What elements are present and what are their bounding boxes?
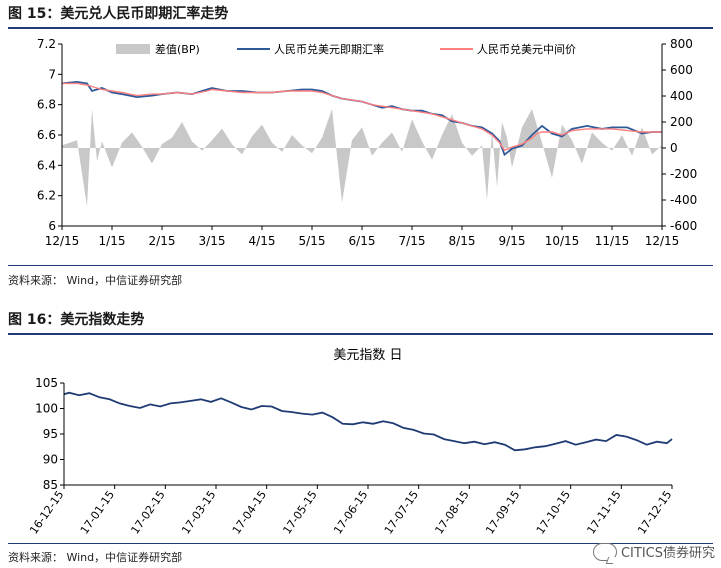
x-tick-label: 7/15 [399, 234, 426, 248]
wechat-icon [592, 542, 617, 561]
x-tick-label: 17-07-15 [382, 488, 421, 536]
x-tick-label: 12/15 [45, 234, 80, 248]
watermark-text: CITICS债券研究 [620, 546, 715, 561]
left-tick-label: 6.2 [37, 189, 56, 203]
x-tick-label: 17-10-15 [534, 488, 573, 536]
right-tick-label: 800 [670, 37, 693, 51]
x-tick-label: 17-03-15 [179, 488, 218, 536]
right-tick-label: -600 [670, 219, 697, 233]
exchange-rate-chart: 6 6.2 6.4 6.6 6.8 7 7.2 -600 -400 -200 0 200 400 600 8… [37, 37, 697, 248]
x-tick-label: 17-09-15 [483, 488, 522, 536]
y-tick-label: 95 [43, 427, 58, 441]
chart-title: 美元指数 日 [333, 348, 402, 363]
left-tick-label: 6.8 [37, 98, 56, 112]
left-tick-label: 6.6 [37, 128, 56, 142]
x-tick-label: 8/15 [449, 234, 476, 248]
left-tick-label: 7.2 [37, 37, 56, 51]
x-tick-label: 17-12-15 [635, 488, 674, 536]
x-tick-label: 17-01-15 [78, 488, 117, 536]
x-tick-label: 4/15 [249, 234, 276, 248]
x-tick-label: 9/15 [499, 234, 526, 248]
legend-mid-label: 人民币兑美元中间价 [477, 42, 576, 56]
dollar-index-chart: 美元指数 日 85 90 95 100 105 16-12-15 17-01-15 17-02-… [27, 348, 674, 537]
watermark: CITICS债券研究 [592, 542, 715, 561]
figure-15-bottom-rule [8, 265, 713, 266]
right-tick-label: 600 [670, 63, 693, 77]
x-tick-label: 16-12-15 [27, 488, 66, 536]
left-tick-label: 6 [48, 219, 56, 233]
y-tick-label: 100 [35, 402, 58, 416]
right-tick-label: -400 [670, 193, 697, 207]
right-tick-label: 0 [670, 141, 678, 155]
x-tick-label: 12/15 [645, 234, 680, 248]
y-tick-label: 90 [43, 453, 58, 467]
x-tick-label: 17-06-15 [331, 488, 370, 536]
x-tick-label: 6/15 [349, 234, 376, 248]
y-tick-label: 105 [35, 376, 58, 390]
spread-area [62, 109, 662, 207]
figure-16-title-rule [8, 333, 713, 335]
figure-16-source: 资料来源： Wind，中信证券研究部 [8, 551, 183, 564]
figure-16-bottom-rule [8, 543, 713, 544]
legend-spread-swatch [116, 44, 150, 54]
x-tick-label: 5/15 [299, 234, 326, 248]
legend-spread-label: 差值(BP) [155, 42, 200, 56]
x-tick-label: 17-05-15 [280, 488, 319, 536]
x-tick-label: 17-04-15 [230, 488, 269, 536]
x-tick-label: 17-08-15 [432, 488, 471, 536]
x-tick-label: 2/15 [149, 234, 176, 248]
figure-15-title-rule [8, 27, 713, 29]
mid-rate-line [62, 82, 662, 152]
x-tick-label: 10/15 [545, 234, 580, 248]
figure-16-title: 图 16：美元指数走势 [8, 312, 145, 328]
dollar-index-line [63, 391, 673, 452]
x-tick-label: 17-02-15 [128, 488, 167, 536]
x-tick-label: 11/15 [595, 234, 630, 248]
figure-15-title: 图 15：美元兑人民币即期汇率走势 [8, 6, 229, 22]
figure-15-source: 资料来源： Wind，中信证券研究部 [8, 274, 183, 287]
x-tick-label: 17-11-15 [584, 488, 623, 536]
legend-spot-label: 人民币兑美元即期汇率 [274, 42, 384, 56]
right-tick-label: -200 [670, 167, 697, 181]
left-tick-label: 6.4 [37, 158, 56, 172]
right-tick-label: 400 [670, 89, 693, 103]
left-tick-label: 7 [48, 67, 56, 81]
y-tick-label: 85 [43, 478, 58, 492]
x-tick-label: 1/15 [99, 234, 126, 248]
right-tick-label: 200 [670, 115, 693, 129]
x-tick-label: 3/15 [199, 234, 226, 248]
